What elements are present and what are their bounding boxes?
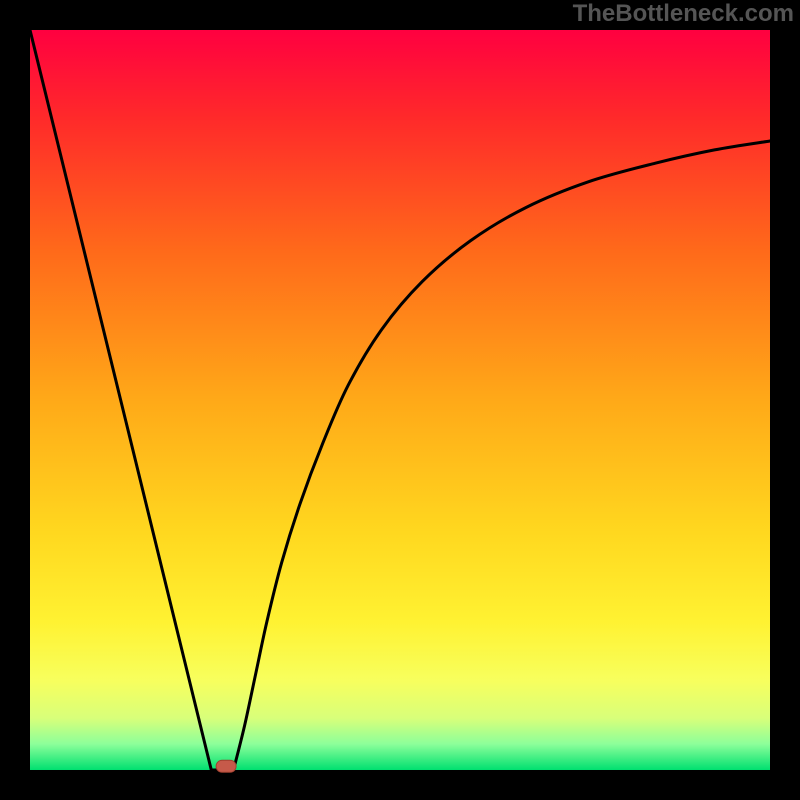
watermark-text: TheBottleneck.com — [573, 0, 794, 28]
chart-svg — [0, 0, 800, 800]
chart-container: { "watermark": { "text": "TheBottleneck.… — [0, 0, 800, 800]
optimum-marker — [216, 760, 236, 772]
plot-area — [30, 30, 770, 770]
